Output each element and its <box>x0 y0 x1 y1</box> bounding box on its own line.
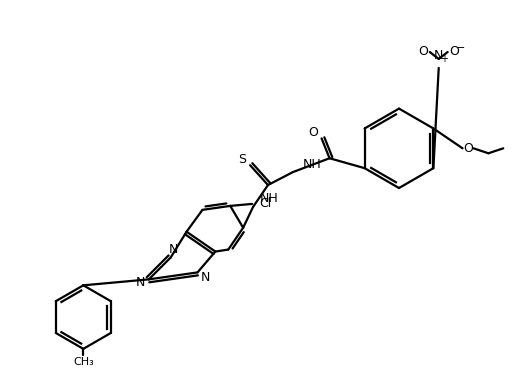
Text: NH: NH <box>303 158 322 171</box>
Text: +: + <box>440 54 448 64</box>
Text: N: N <box>136 276 146 289</box>
Text: O: O <box>464 142 474 155</box>
Text: O: O <box>309 126 318 139</box>
Text: N: N <box>169 243 178 256</box>
Text: N: N <box>434 49 444 62</box>
Text: O: O <box>450 44 459 57</box>
Text: NH: NH <box>260 192 279 205</box>
Text: CH₃: CH₃ <box>73 357 93 367</box>
Text: N: N <box>201 271 210 284</box>
Text: S: S <box>238 153 246 166</box>
Text: Cl: Cl <box>259 197 271 210</box>
Text: O: O <box>418 44 428 57</box>
Text: −: − <box>456 43 465 53</box>
